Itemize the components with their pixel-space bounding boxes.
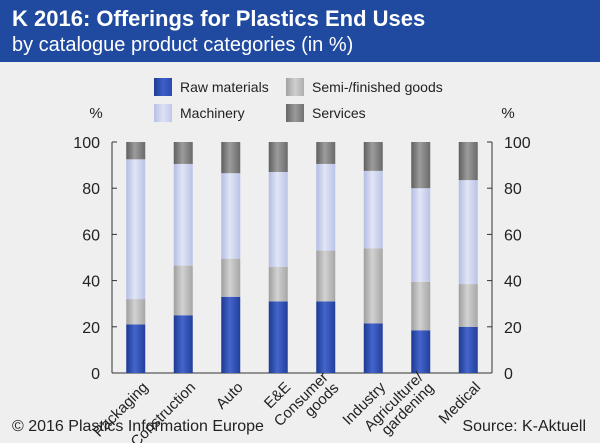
y-tick-label-left: 100 bbox=[73, 135, 100, 152]
bar-segment-semi-finished-goods-industry bbox=[363, 248, 383, 324]
legend-item-semi-finished: Semi-/finished goods bbox=[286, 78, 443, 96]
bar-segment-semi-finished-goods-consumer-goods bbox=[316, 250, 336, 302]
y-tick-label-left: 60 bbox=[82, 227, 100, 244]
bar-segment-semi-finished-goods-construction bbox=[173, 265, 193, 316]
y-tick-label-right: 20 bbox=[504, 320, 522, 337]
y-tick-label-right: 80 bbox=[504, 181, 522, 198]
bar-segment-semi-finished-goods-agriculture-gardening bbox=[411, 281, 431, 331]
bar-segment-semi-finished-goods-auto bbox=[221, 258, 241, 297]
legend-item-raw-materials: Raw materials bbox=[154, 78, 269, 96]
legend-item-machinery: Machinery bbox=[154, 104, 245, 122]
bar-segment-machinery-agriculture-gardening bbox=[411, 188, 431, 282]
bar-segment-services-construction bbox=[173, 142, 193, 164]
y-axis-label-right: % bbox=[501, 105, 514, 122]
bar-segment-raw-materials-consumer-goods bbox=[316, 301, 336, 373]
y-tick-label-right: 40 bbox=[504, 274, 522, 291]
bar-segment-machinery-e-e bbox=[268, 172, 288, 267]
chart-subtitle: by catalogue product categories (in %) bbox=[12, 34, 354, 56]
bar-segment-services-packaging bbox=[126, 142, 146, 160]
y-tick-label-left: 80 bbox=[82, 181, 100, 198]
y-tick-label-right: 60 bbox=[504, 227, 522, 244]
legend-item-services: Services bbox=[286, 104, 366, 122]
bar-segment-raw-materials-e-e bbox=[268, 301, 288, 373]
chart-title: K 2016: Offerings for Plastics End Uses bbox=[12, 6, 426, 31]
y-tick-label-left: 40 bbox=[82, 274, 100, 291]
bar-segment-machinery-auto bbox=[221, 173, 241, 259]
legend-label: Machinery bbox=[180, 105, 245, 121]
x-tick-label-line: Auto bbox=[213, 379, 247, 413]
bar-segment-services-consumer-goods bbox=[316, 142, 336, 164]
bar-segment-raw-materials-industry bbox=[363, 323, 383, 373]
bar-segment-services-auto bbox=[221, 142, 241, 174]
bar-segment-services-medical bbox=[458, 142, 478, 181]
bar-segment-machinery-packaging bbox=[126, 159, 146, 300]
y-tick-label-left: 20 bbox=[82, 320, 100, 337]
bar-segment-raw-materials-medical bbox=[458, 326, 478, 373]
bar-segment-services-industry bbox=[363, 142, 383, 171]
bar-segment-raw-materials-packaging bbox=[126, 324, 146, 373]
bar-segment-machinery-industry bbox=[363, 170, 383, 249]
bar-segment-semi-finished-goods-packaging bbox=[126, 299, 146, 325]
bar-segment-semi-finished-goods-e-e bbox=[268, 266, 288, 302]
bar-segment-machinery-medical bbox=[458, 180, 478, 285]
x-tick-label: Auto bbox=[213, 379, 247, 413]
bar-segment-machinery-consumer-goods bbox=[316, 163, 336, 251]
source-note: Source: K-Aktuell bbox=[462, 418, 586, 435]
legend-label: Services bbox=[312, 105, 366, 121]
legend-swatch-semi-finished bbox=[286, 78, 304, 96]
bar-segment-raw-materials-auto bbox=[221, 296, 241, 373]
copyright-note: © 2016 Plastics Information Europe bbox=[12, 418, 264, 435]
y-tick-label-right: 100 bbox=[504, 135, 531, 152]
bar-segment-raw-materials-agriculture-gardening bbox=[411, 330, 431, 373]
y-tick-label-right: 0 bbox=[504, 366, 513, 383]
y-tick-label-left: 0 bbox=[91, 366, 100, 383]
bar-segment-services-agriculture-gardening bbox=[411, 142, 431, 189]
legend-swatch-machinery bbox=[154, 104, 172, 122]
y-axis-label-left: % bbox=[89, 105, 102, 122]
legend-swatch-services bbox=[286, 104, 304, 122]
bar-segment-semi-finished-goods-medical bbox=[458, 284, 478, 327]
legend-swatch-raw-materials bbox=[154, 78, 172, 96]
bar-segment-services-e-e bbox=[268, 142, 288, 173]
legend-label: Raw materials bbox=[180, 79, 269, 95]
legend-label: Semi-/finished goods bbox=[312, 79, 443, 95]
bar-segment-machinery-construction bbox=[173, 163, 193, 266]
header-banner: K 2016: Offerings for Plastics End Uses … bbox=[0, 0, 600, 62]
bar-segment-raw-materials-construction bbox=[173, 315, 193, 373]
